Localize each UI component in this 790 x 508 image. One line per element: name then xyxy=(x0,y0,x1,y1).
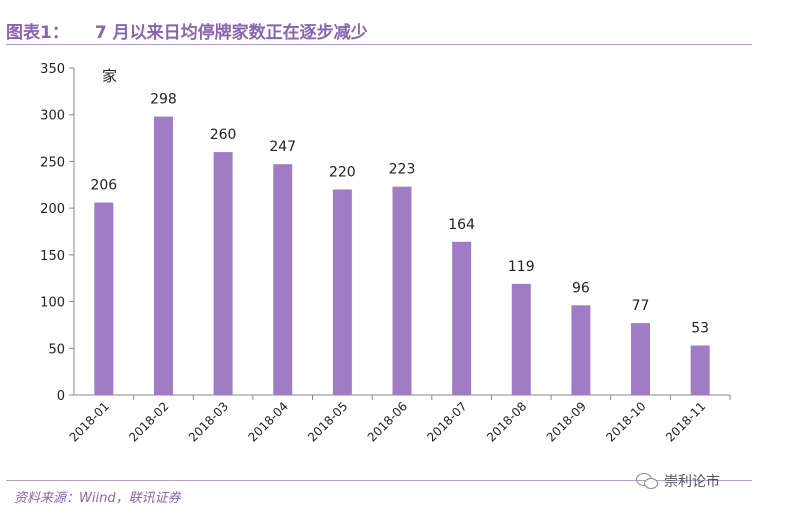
y-tick-label: 350 xyxy=(40,62,65,77)
y-tick-label: 50 xyxy=(48,342,65,357)
y-tick-label: 300 xyxy=(40,109,65,124)
data-label: 164 xyxy=(448,217,475,233)
source-divider xyxy=(6,480,752,481)
y-tick-label: 100 xyxy=(40,296,65,311)
chart-title: 图表1： 7 月以来日均停牌家数正在逐步减少 xyxy=(6,18,368,43)
bar xyxy=(94,202,114,395)
data-label: 119 xyxy=(508,259,535,275)
x-tick-label: 2018-01 xyxy=(67,399,112,444)
x-tick-label: 2018-10 xyxy=(603,399,648,444)
y-axis: 0 50 100 150 200 250 300 350 xyxy=(40,62,75,404)
x-tick-label: 2018-05 xyxy=(305,399,350,444)
data-label: 77 xyxy=(632,298,650,314)
y-tick-label: 0 xyxy=(57,389,65,404)
data-label: 220 xyxy=(329,164,356,180)
x-tick-label: 2018-09 xyxy=(544,399,589,444)
title-divider xyxy=(6,44,752,45)
chart-title-prefix: 图表1： xyxy=(6,23,69,43)
data-labels: 206 298 260 247 220 223 164 119 96 77 53 xyxy=(90,92,709,337)
bars xyxy=(94,116,710,395)
bar xyxy=(213,152,233,395)
data-label: 206 xyxy=(90,178,117,194)
bar xyxy=(392,186,412,395)
bar xyxy=(452,241,472,395)
data-label: 96 xyxy=(572,280,590,296)
data-label: 247 xyxy=(269,139,296,155)
x-tick-label: 2018-07 xyxy=(424,399,469,444)
bar xyxy=(631,323,651,395)
bar xyxy=(571,305,591,395)
y-tick-label: 250 xyxy=(40,155,65,170)
watermark-text: 崇利论市 xyxy=(664,474,720,490)
chart-title-text: 7 月以来日均停牌家数正在逐步减少 xyxy=(94,23,368,43)
x-tick-label: 2018-11 xyxy=(663,399,708,444)
x-tick-label: 2018-03 xyxy=(186,399,231,444)
x-tick-label: 2018-06 xyxy=(365,399,410,444)
data-label: 260 xyxy=(210,127,237,143)
x-tick-label: 2018-04 xyxy=(245,399,290,444)
x-tick-label: 2018-02 xyxy=(126,399,171,444)
bar xyxy=(273,164,293,395)
data-label: 223 xyxy=(389,162,416,178)
bar xyxy=(511,283,531,395)
wechat-icon xyxy=(636,473,658,489)
y-tick-label: 150 xyxy=(40,249,65,264)
bar xyxy=(153,116,173,395)
data-label: 53 xyxy=(691,320,709,336)
y-tick-label: 200 xyxy=(40,202,65,217)
source-note: 资料来源：Wiind，联讯证券 xyxy=(14,491,181,506)
bar xyxy=(690,345,710,395)
data-label: 298 xyxy=(150,92,177,108)
bar xyxy=(332,189,352,395)
x-axis: 2018-01 2018-02 2018-03 2018-04 2018-05 2018-… xyxy=(67,394,731,445)
watermark: 崇利论市 xyxy=(636,471,720,491)
x-tick-label: 2018-08 xyxy=(484,399,529,444)
unit-label: 家 xyxy=(102,67,117,85)
